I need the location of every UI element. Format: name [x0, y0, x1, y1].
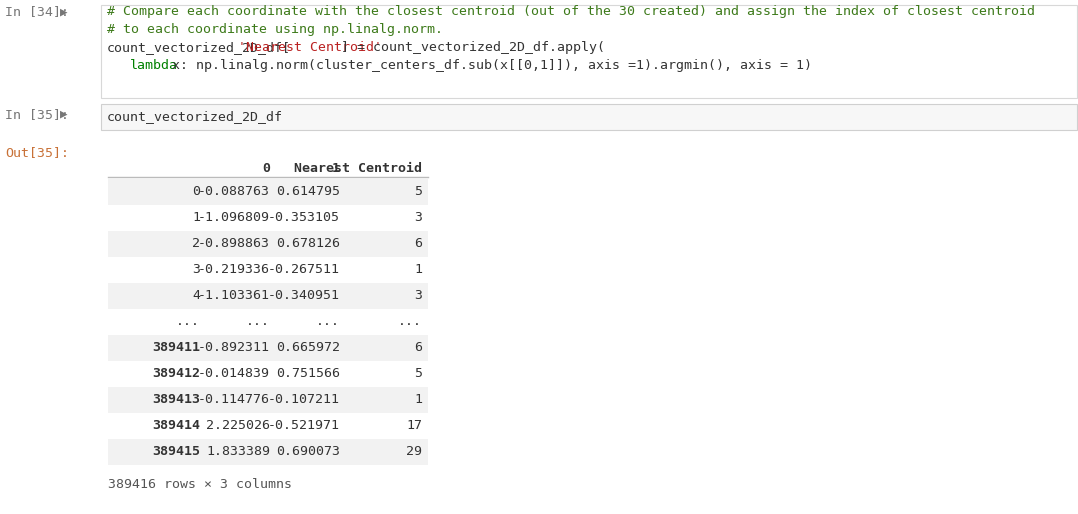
Text: 17: 17 [406, 419, 421, 432]
Text: # Compare each coordinate with the closest centroid (out of the 30 created) and : # Compare each coordinate with the close… [107, 5, 1035, 18]
Text: -1.096809: -1.096809 [198, 211, 270, 224]
Bar [108, 231, 428, 257]
Bar [108, 439, 428, 465]
Text: 3: 3 [192, 263, 201, 276]
Bar [108, 283, 428, 309]
Text: -0.114776: -0.114776 [198, 393, 270, 406]
Bar [108, 257, 428, 283]
Text: Nearest Centroid: Nearest Centroid [294, 162, 421, 175]
Bar [108, 413, 428, 439]
Text: 0: 0 [192, 185, 201, 198]
Text: ] = count_vectorized_2D_df.apply(: ] = count_vectorized_2D_df.apply( [341, 41, 605, 54]
Text: 389413: 389413 [152, 393, 201, 406]
Text: 4: 4 [192, 289, 201, 302]
Text: count_vectorized_2D_df: count_vectorized_2D_df [107, 110, 284, 123]
Text: ...: ... [246, 315, 270, 328]
Text: 389415: 389415 [152, 445, 201, 458]
Text: In [34]:: In [34]: [5, 5, 69, 18]
Text: Out[35]:: Out[35]: [5, 146, 69, 159]
Text: 0.751566: 0.751566 [276, 367, 340, 380]
Text: # to each coordinate using np.linalg.norm.: # to each coordinate using np.linalg.nor… [107, 23, 443, 36]
Text: -0.898863: -0.898863 [198, 237, 270, 250]
Bar [108, 361, 428, 387]
Text: -0.107211: -0.107211 [268, 393, 340, 406]
Text: 3: 3 [414, 211, 421, 224]
Text: 1: 1 [192, 211, 201, 224]
Text: -0.353105: -0.353105 [268, 211, 340, 224]
Text: 1: 1 [414, 393, 421, 406]
Text: 0.614795: 0.614795 [276, 185, 340, 198]
Text: -0.340951: -0.340951 [268, 289, 340, 302]
Text: 29: 29 [406, 445, 421, 458]
Bar [101, 5, 1077, 98]
Text: 1.833389: 1.833389 [206, 445, 270, 458]
Text: ▶: ▶ [60, 5, 68, 18]
Text: 1: 1 [414, 263, 421, 276]
Text: 0.678126: 0.678126 [276, 237, 340, 250]
Text: 6: 6 [414, 237, 421, 250]
Text: 1: 1 [332, 162, 340, 175]
Text: -0.521971: -0.521971 [268, 419, 340, 432]
Text: 'Nearest Centroid': 'Nearest Centroid' [238, 41, 383, 54]
Text: 5: 5 [414, 185, 421, 198]
Text: 5: 5 [414, 367, 421, 380]
Bar [108, 205, 428, 231]
Text: -0.088763: -0.088763 [198, 185, 270, 198]
Text: lambda: lambda [129, 59, 178, 72]
Bar [108, 309, 428, 335]
Text: x: np.linalg.norm(cluster_centers_df.sub(x[[0,1]]), axis =1).argmin(), axis = 1): x: np.linalg.norm(cluster_centers_df.sub… [164, 59, 812, 72]
Bar [108, 179, 428, 205]
Text: ...: ... [398, 315, 421, 328]
Bar [108, 335, 428, 361]
Text: ▶: ▶ [60, 108, 68, 121]
Text: 0.665972: 0.665972 [276, 341, 340, 354]
Text: 6: 6 [414, 341, 421, 354]
Bar [101, 104, 1077, 130]
Bar [108, 387, 428, 413]
Text: 0: 0 [262, 162, 270, 175]
Text: 2: 2 [192, 237, 201, 250]
Text: 389416 rows × 3 columns: 389416 rows × 3 columns [108, 478, 292, 491]
Text: count_vectorized_2D_df[: count_vectorized_2D_df[ [107, 41, 291, 54]
Text: -0.267511: -0.267511 [268, 263, 340, 276]
Text: -0.892311: -0.892311 [198, 341, 270, 354]
Text: In [35]:: In [35]: [5, 108, 69, 121]
Text: ...: ... [176, 315, 201, 328]
Text: 3: 3 [414, 289, 421, 302]
Text: -1.103361: -1.103361 [198, 289, 270, 302]
Text: 0.690073: 0.690073 [276, 445, 340, 458]
Text: 389414: 389414 [152, 419, 201, 432]
Text: -0.219336: -0.219336 [198, 263, 270, 276]
Text: 389412: 389412 [152, 367, 201, 380]
Text: -0.014839: -0.014839 [198, 367, 270, 380]
Text: ...: ... [316, 315, 340, 328]
Text: 2.225026: 2.225026 [206, 419, 270, 432]
Text: 389411: 389411 [152, 341, 201, 354]
